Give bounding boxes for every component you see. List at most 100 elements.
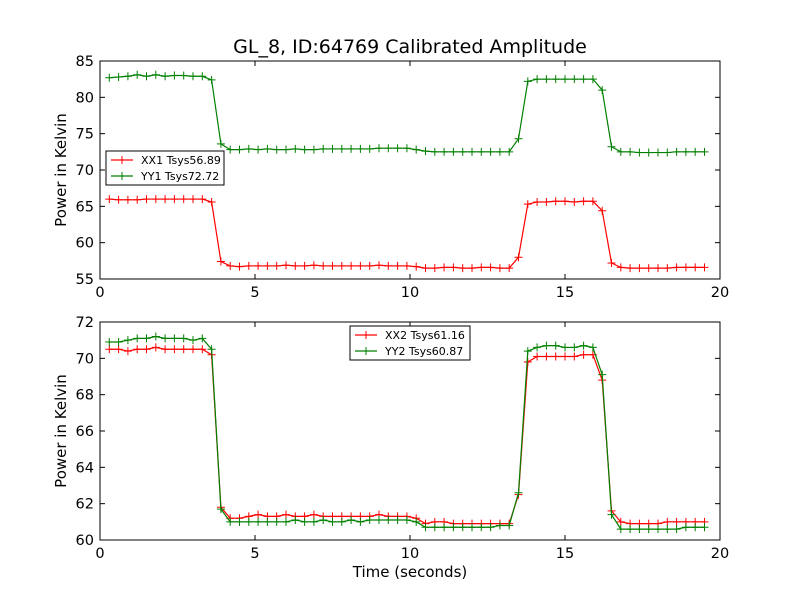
data-point [616, 147, 625, 156]
legend-marker [118, 156, 126, 164]
data-point [151, 70, 160, 79]
y-axis-label: Power in Kelvin [52, 374, 70, 488]
data-point [114, 195, 123, 204]
data-point [533, 343, 542, 352]
data-point [477, 523, 486, 532]
x-tick-label: 0 [95, 546, 104, 562]
data-point [105, 73, 114, 82]
data-point [588, 343, 597, 352]
data-point [616, 263, 625, 272]
data-point [105, 195, 114, 204]
data-point [626, 264, 635, 273]
y-tick-label: 75 [76, 127, 94, 143]
data-point [561, 352, 569, 361]
data-point [654, 148, 662, 157]
data-point [402, 261, 411, 270]
legend-entry: XX2 Tsys61.16 [355, 329, 465, 342]
data-point [189, 72, 197, 81]
data-point [114, 345, 123, 354]
data-point [588, 75, 597, 84]
data-point [347, 261, 356, 270]
data-point [179, 195, 188, 204]
y-tick-label: 70 [76, 351, 94, 367]
data-point [114, 337, 123, 346]
y-tick-label: 70 [76, 163, 94, 179]
data-point [561, 343, 569, 352]
data-point [328, 261, 337, 270]
data-point [700, 523, 709, 532]
data-point [365, 516, 374, 525]
data-point [430, 147, 439, 156]
data-point [291, 261, 300, 270]
legend: XX1 Tsys56.89 YY1 Tsys72.72 [105, 150, 225, 186]
top-panel: 0 5 10 15 20 55 60 65 70 75 80 85 Power in Kelvin XX1… [52, 54, 729, 301]
data-point [542, 352, 551, 361]
data-point [161, 72, 170, 81]
data-point [672, 525, 681, 534]
data-point [282, 145, 290, 154]
data-point [151, 195, 160, 204]
data-point [133, 345, 142, 354]
data-point [291, 144, 300, 153]
data-point [161, 195, 170, 204]
data-point [551, 75, 560, 84]
x-tick-label: 15 [556, 546, 574, 562]
data-point [570, 197, 579, 206]
data-point [151, 332, 160, 341]
data-point [486, 263, 495, 272]
data-point [486, 523, 495, 532]
data-point [626, 147, 635, 156]
data-point [337, 517, 346, 526]
data-point [207, 197, 216, 206]
y-tick-label: 72 [76, 315, 94, 331]
data-point [505, 264, 514, 273]
data-point [570, 343, 579, 352]
legend-marker [362, 331, 370, 339]
data-point [495, 521, 504, 530]
data-point [356, 261, 365, 270]
data-point [588, 197, 597, 206]
data-point [263, 517, 272, 526]
data-point [579, 197, 588, 206]
data-point [161, 334, 170, 343]
data-point [654, 525, 662, 534]
x-tick-label: 5 [250, 285, 259, 301]
data-point [356, 517, 365, 526]
data-point [654, 264, 662, 273]
data-point [458, 147, 467, 156]
data-point [691, 263, 700, 272]
data-point [412, 145, 421, 154]
data-point [114, 72, 123, 81]
data-point [365, 261, 374, 270]
data-point [133, 334, 142, 343]
data-point [440, 263, 449, 272]
data-point [402, 516, 411, 525]
data-point [384, 516, 393, 525]
data-point [198, 72, 207, 81]
data-point [598, 86, 607, 95]
x-tick-label: 20 [711, 546, 729, 562]
data-point [142, 345, 151, 354]
data-point [672, 147, 681, 156]
data-point [635, 525, 644, 534]
data-point [384, 144, 393, 153]
data-point [449, 523, 458, 532]
data-point [523, 347, 532, 356]
data-point [198, 345, 207, 354]
legend-marker [118, 172, 126, 180]
legend-entry: XX1 Tsys56.89 [111, 154, 221, 167]
data-point [672, 517, 681, 526]
y-tick-label: 60 [76, 533, 94, 549]
data-point [216, 505, 225, 514]
data-point [123, 347, 132, 356]
series-2 [105, 332, 709, 534]
x-tick-label: 10 [401, 546, 419, 562]
x-tick-label: 10 [401, 285, 419, 301]
data-point [347, 516, 356, 525]
data-point [551, 197, 560, 206]
data-point [570, 352, 579, 361]
data-point [142, 334, 151, 343]
data-point [309, 145, 318, 154]
data-point [542, 341, 551, 350]
